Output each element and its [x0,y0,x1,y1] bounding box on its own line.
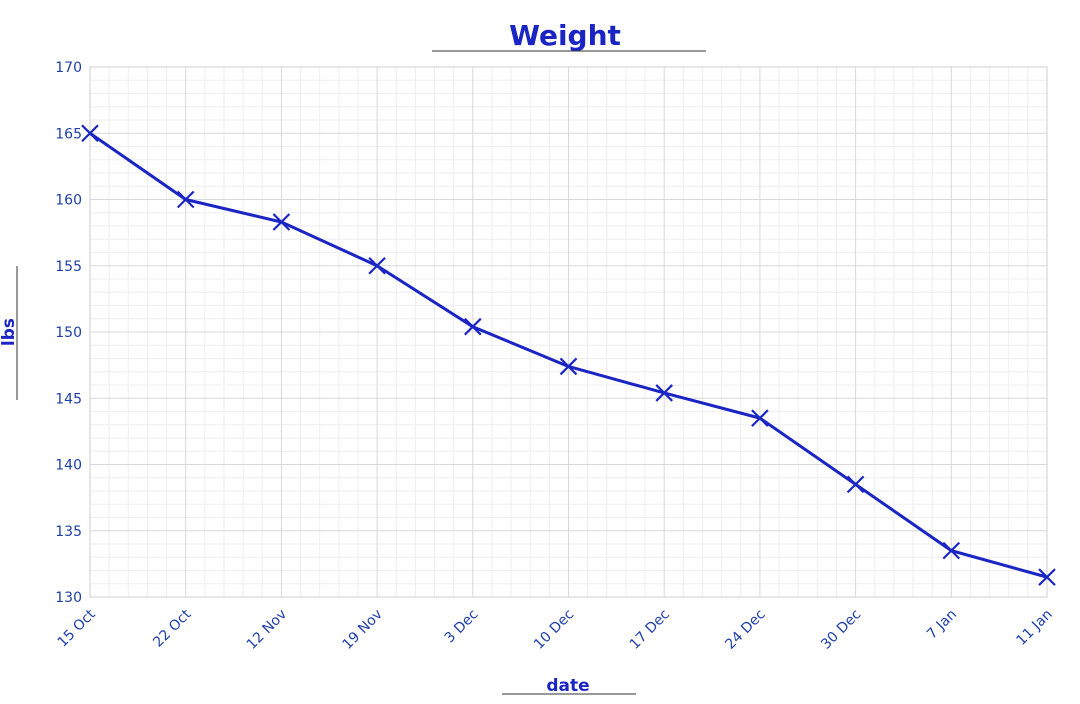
x-tick-label: 7 Jan [924,606,960,642]
y-axis-title: lbs [0,318,19,346]
x-tick-label: 3 Dec [442,606,482,646]
data-point-marker [655,384,673,402]
data-point-marker [81,124,99,143]
x-tick-label: 12 Nov [244,606,290,652]
x-tick-label: 24 Dec [722,606,768,652]
x-tick-label: 17 Dec [627,606,673,652]
x-tick-label: 19 Nov [339,606,385,652]
chart-title: Weight [509,19,621,52]
x-tick-label: 30 Dec [818,606,864,652]
y-tick-label: 140 [55,458,82,474]
y-tick-label: 130 [55,590,82,606]
y-tick-label: 170 [55,60,82,76]
y-tick-label: 165 [55,126,82,142]
data-point-marker [1038,568,1056,586]
y-tick-label: 150 [55,325,82,341]
data-point-marker [368,256,386,275]
x-tick-labels: 15 Oct 22 Oct 12 Nov 19 Nov 3 Dec 10 Dec 17 De… [55,606,1056,653]
x-tick-label: 11 Jan [1013,606,1055,648]
x-tick-label: 22 Oct [150,606,195,651]
y-tick-label: 155 [55,259,82,275]
plot-area-border [89,66,1048,598]
y-tick-labels: 130 135 140 145 150 155 160 165 170 [55,60,82,606]
x-tick-label: 15 Oct [55,606,100,651]
y-tick-label: 160 [55,193,82,209]
series-markers [81,124,1056,586]
x-tick-label: 10 Dec [531,606,577,652]
data-point-marker [176,190,195,209]
data-point-marker [559,357,578,376]
x-axis-title: date [546,676,589,696]
y-tick-label: 145 [55,391,82,407]
data-point-marker [751,409,769,427]
data-point-marker [272,213,291,231]
data-point-marker [942,541,961,560]
data-point-marker [464,317,482,336]
data-point-marker [846,475,865,494]
y-tick-label: 135 [55,524,82,540]
